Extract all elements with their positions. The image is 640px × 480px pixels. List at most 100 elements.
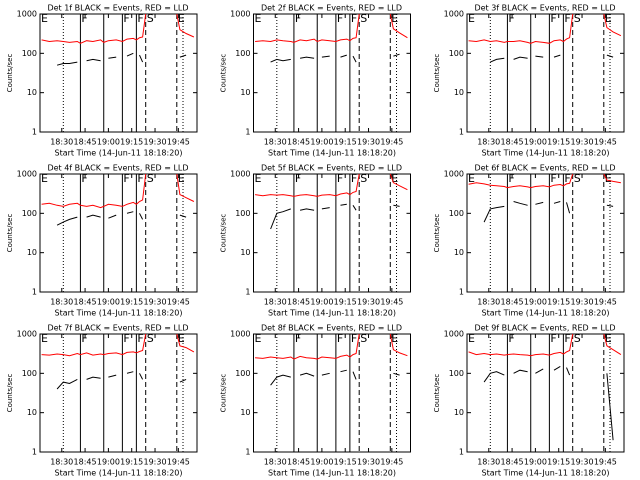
event-label: E xyxy=(41,332,48,345)
x-tick-label: 19:00 xyxy=(310,298,333,307)
plot-frame xyxy=(466,173,625,293)
x-tick-label: 19:15 xyxy=(547,298,570,307)
x-tick-label: 19:15 xyxy=(547,458,570,467)
x-tick-label: 19:45 xyxy=(380,458,403,467)
plot-frame xyxy=(39,333,198,453)
y-tick-label: 100 xyxy=(235,49,250,58)
x-axis-label: Start Time (14-Jun-11 18:18:20) xyxy=(482,149,610,158)
x-tick-label: 18:45 xyxy=(501,298,524,307)
x-tick-label: 19:45 xyxy=(167,298,190,307)
chart-title: Det 9f BLACK = Events, RED = LLD xyxy=(474,324,615,333)
y-tick-label: 1 xyxy=(32,448,37,457)
x-tick-label: 19:00 xyxy=(524,458,547,467)
x-tick-label: 19:45 xyxy=(167,138,190,147)
x-tick-label: 19:45 xyxy=(594,138,617,147)
series-line xyxy=(483,201,614,223)
plot-frame xyxy=(39,13,198,133)
series-line xyxy=(468,13,622,44)
x-tick-label: 18:45 xyxy=(287,298,310,307)
event-label: F xyxy=(137,12,143,25)
y-tick-label: 10 xyxy=(27,408,37,417)
x-tick-label: 19:00 xyxy=(524,138,547,147)
x-axis-label: Start Time (14-Jun-11 18:18:20) xyxy=(268,149,396,158)
x-tick-label: 19:00 xyxy=(310,458,333,467)
x-tick-label: 19:00 xyxy=(97,138,120,147)
x-tick-label: 19:45 xyxy=(594,458,617,467)
event-label: E xyxy=(468,332,475,345)
x-tick-label: 19:30 xyxy=(570,458,593,467)
x-tick-label: 18:30 xyxy=(50,298,73,307)
x-tick-label: 18:30 xyxy=(264,138,287,147)
x-tick-label: 19:30 xyxy=(357,458,380,467)
x-tick-label: 19:00 xyxy=(310,138,333,147)
x-tick-label: 19:00 xyxy=(524,298,547,307)
y-tick-label: 100 xyxy=(449,209,464,218)
x-tick-label: 18:30 xyxy=(477,138,500,147)
plot-frame xyxy=(253,13,411,133)
y-tick-label: 1000 xyxy=(444,330,464,339)
event-label: S xyxy=(574,332,581,345)
event-label: F xyxy=(508,332,514,345)
chart-title: Det 5f BLACK = Events, RED = LLD xyxy=(261,164,402,173)
x-tick-label: 19:30 xyxy=(357,298,380,307)
event-label: F xyxy=(81,12,87,25)
event-label: E xyxy=(468,12,475,25)
event-label: E xyxy=(605,332,612,345)
y-tick-label: 1 xyxy=(245,288,250,297)
x-axis-label: Start Time (14-Jun-11 18:18:20) xyxy=(482,309,610,318)
y-tick-label: 1000 xyxy=(17,10,37,19)
x-tick-label: 19:30 xyxy=(143,458,166,467)
y-tick-label: 100 xyxy=(449,49,464,58)
series-line xyxy=(468,173,621,189)
plot-frame xyxy=(466,13,625,133)
event-label: E xyxy=(255,172,262,185)
x-tick-label: 18:30 xyxy=(50,458,73,467)
y-tick-label: 1000 xyxy=(17,330,37,339)
series-line xyxy=(270,53,400,63)
y-tick-label: 1000 xyxy=(230,10,250,19)
series-line xyxy=(56,52,187,66)
x-tick-label: 19:30 xyxy=(570,138,593,147)
event-label: E xyxy=(468,172,475,185)
event-label: S xyxy=(147,12,154,25)
event-label: E xyxy=(41,172,48,185)
x-tick-label: 19:30 xyxy=(143,298,166,307)
series-line xyxy=(255,173,408,197)
series-line xyxy=(41,173,195,209)
event-label: E xyxy=(178,172,185,185)
event-label: F xyxy=(508,12,514,25)
x-tick-label: 19:00 xyxy=(97,298,120,307)
x-axis-label: Start Time (14-Jun-11 18:18:20) xyxy=(55,469,183,478)
event-label: S xyxy=(574,12,581,25)
event-label: E xyxy=(605,12,612,25)
y-tick-label: 100 xyxy=(22,369,37,378)
x-tick-label: 18:45 xyxy=(74,138,97,147)
event-label: S xyxy=(147,332,154,345)
event-label: E xyxy=(391,332,398,345)
x-tick-label: 19:30 xyxy=(570,298,593,307)
x-axis-label: Start Time (14-Jun-11 18:18:20) xyxy=(55,309,183,318)
series-line xyxy=(255,333,408,360)
event-label: F xyxy=(564,12,570,25)
x-tick-label: 18:30 xyxy=(50,138,73,147)
x-tick-label: 19:15 xyxy=(120,458,143,467)
event-label: F xyxy=(81,172,87,185)
event-label: F xyxy=(550,332,556,345)
series-line xyxy=(490,54,614,63)
event-label: F xyxy=(337,332,343,345)
event-label: F xyxy=(550,172,556,185)
event-label: F xyxy=(351,12,357,25)
y-tick-label: 1 xyxy=(459,448,464,457)
series-line xyxy=(483,365,614,441)
y-tick-label: 1 xyxy=(245,448,250,457)
x-axis-label: Start Time (14-Jun-11 18:18:20) xyxy=(482,469,610,478)
series-line xyxy=(255,13,408,43)
x-tick-label: 19:15 xyxy=(547,138,570,147)
x-tick-label: 18:45 xyxy=(501,138,524,147)
y-tick-label: 1 xyxy=(459,128,464,137)
event-label: F xyxy=(564,172,570,185)
chart-title: Det 1f BLACK = Events, RED = LLD xyxy=(47,4,188,13)
y-axis-label: Counts/sec xyxy=(433,54,441,93)
y-tick-label: 1000 xyxy=(444,170,464,179)
